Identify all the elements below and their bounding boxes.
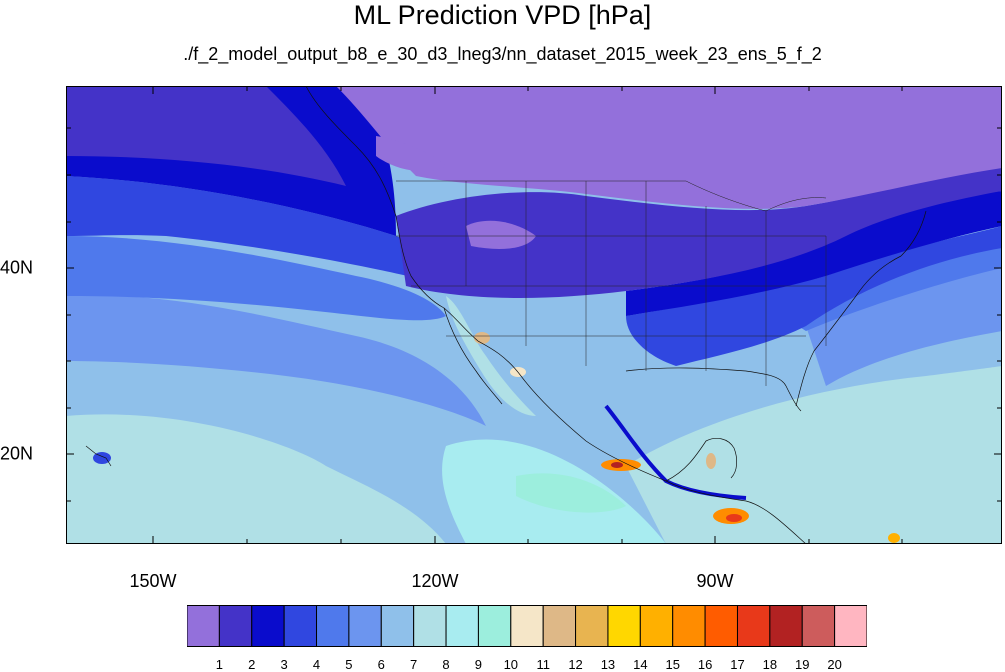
colorbar-swatch (251, 605, 285, 647)
vpd-map (66, 86, 1002, 544)
vpd-band-6-east (806, 266, 1002, 386)
vpd-band-7-east (626, 366, 1002, 544)
lon-label-150w: 150W (129, 571, 177, 591)
colorbar-swatch (348, 605, 382, 647)
colorbar-swatch (187, 605, 220, 647)
map-subtitle: ./f_2_model_output_b8_e_30_d3_lneg3/nn_d… (183, 44, 822, 64)
colorbar-label: 12 (568, 657, 583, 672)
colorbar-swatch (510, 605, 544, 647)
colorbar-label: 3 (280, 657, 288, 672)
map-title: ML Prediction VPD [hPa] (353, 0, 652, 30)
vpd-hotspot-sonora (474, 332, 490, 344)
colorbar-label: 10 (503, 657, 519, 672)
colorbar-label: 18 (762, 657, 778, 672)
vpd-band-1-canada (376, 136, 446, 172)
lon-label-120w: 120W (411, 571, 459, 591)
colorbar-label: 4 (312, 657, 321, 672)
state-borders (396, 180, 827, 386)
colorbar-label: 20 (827, 657, 842, 672)
vpd-hotspot-central-america-core (726, 514, 742, 522)
colorbar-swatch (769, 605, 803, 647)
map-frame (66, 86, 1002, 544)
colorbar-swatch (575, 605, 609, 647)
colorbar-label: 19 (795, 657, 810, 672)
colorbar-label: 11 (536, 657, 550, 672)
colorbar-label: 13 (600, 657, 616, 672)
colorbar-swatch (672, 605, 706, 647)
colorbar-swatch (477, 605, 512, 647)
vpd-hotspot-yucatan (706, 453, 716, 469)
vpd-band-6 (66, 295, 486, 426)
vpd-hotspot-caribbean (888, 533, 900, 543)
colorbar-swatch (639, 605, 674, 647)
colorbar-label: 8 (442, 657, 450, 672)
vpd-band-2-land (396, 166, 1002, 298)
colorbar-label: 15 (665, 657, 680, 672)
vpd-hotspot-mexico-west-core (611, 462, 623, 468)
colorbar-swatch (413, 605, 447, 647)
colorbar-label: 14 (633, 657, 648, 672)
colorbar-swatch (283, 605, 318, 647)
colorbar-swatch (834, 605, 867, 647)
colorbar-label: 5 (345, 657, 353, 672)
vpd-band-5 (66, 236, 446, 321)
colorbar-label: 9 (474, 657, 483, 672)
vpd-band-4 (66, 176, 446, 286)
colorbar-label: 1 (215, 657, 223, 672)
vpd-band-10 (516, 473, 626, 513)
colorbar-swatch (801, 605, 836, 647)
colorbar-label: 17 (730, 657, 745, 672)
vpd-band-2 (66, 86, 346, 186)
colorbar-swatch (704, 605, 738, 647)
vpd-band-4-land (626, 226, 1002, 366)
lat-label-20n: 20N (0, 443, 34, 464)
colorbar-label: 7 (410, 657, 418, 672)
colorbar-label: 2 (248, 657, 256, 672)
colorbar-swatch (218, 605, 253, 647)
vpd-hotspot-hawaii (93, 452, 111, 464)
coastlines (85, 86, 927, 544)
colorbar-label: 16 (697, 657, 713, 672)
vpd-band-1 (336, 86, 1002, 209)
vpd-band-7 (66, 414, 446, 544)
colorbar-swatch (316, 605, 350, 647)
colorbar-swatch (445, 605, 479, 647)
colorbar-label: 6 (377, 657, 385, 672)
lon-label-90w: 90W (696, 571, 734, 591)
lat-label-40n: 40N (0, 257, 34, 278)
colorbar-swatch (542, 605, 577, 647)
vpd-band-3-east (626, 191, 1002, 316)
colorbar (187, 605, 867, 647)
colorbar-swatch (607, 605, 641, 647)
vpd-band-1-inland (466, 220, 536, 249)
colorbar-swatch (380, 605, 415, 647)
vpd-hotspot-baja (446, 296, 536, 416)
colorbar-swatch (736, 605, 771, 647)
